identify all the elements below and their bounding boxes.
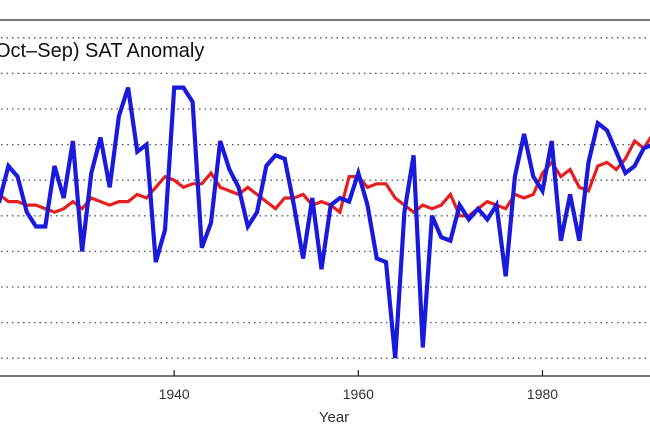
axes-box [0,19,650,377]
series-layer [0,85,650,359]
x-tick-label: 1940 [159,386,190,402]
x-tick-label: 1980 [527,386,558,402]
series-line-2 [0,85,650,359]
x-tick-layer: 1940 1960 1980 [159,370,558,402]
plot-background [0,20,650,376]
plot-area [0,20,650,376]
plot-frame [0,19,650,377]
chart-title: Oct–Sep) SAT Anomaly [0,40,204,62]
series-line-1 [0,135,650,218]
x-axis-label: Year [319,409,349,426]
gridlines [0,37,650,359]
x-tick-label: 1960 [343,386,374,402]
